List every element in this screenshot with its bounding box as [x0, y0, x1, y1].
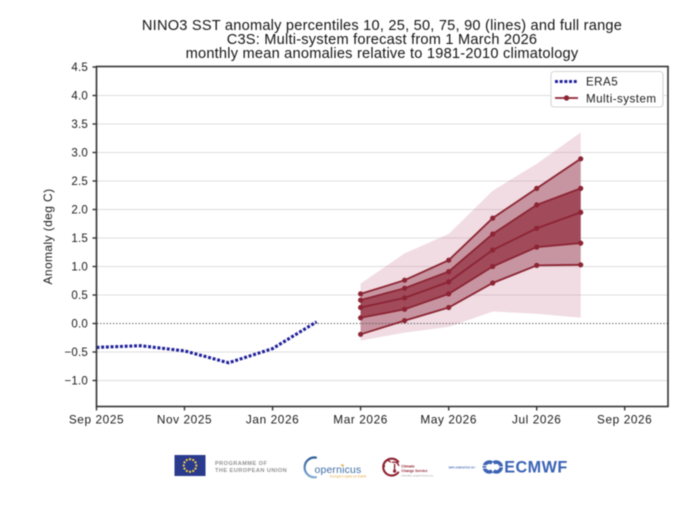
- svg-text:0.5: 0.5: [71, 290, 88, 302]
- svg-text:Jan 2026: Jan 2026: [246, 412, 299, 426]
- svg-text:Europe's eyes on Earth: Europe's eyes on Earth: [330, 474, 366, 478]
- svg-text:0.0: 0.0: [71, 319, 88, 331]
- svg-text:ERA5: ERA5: [586, 76, 618, 89]
- svg-text:climate.copernicus.eu: climate.copernicus.eu: [401, 473, 433, 477]
- svg-text:ECMWF: ECMWF: [504, 459, 568, 477]
- svg-text:Climate: Climate: [401, 464, 414, 468]
- svg-text:Sep 2026: Sep 2026: [597, 412, 652, 426]
- svg-text:4.5: 4.5: [71, 62, 88, 74]
- svg-text:Change Service: Change Service: [401, 469, 427, 473]
- svg-text:Mar 2026: Mar 2026: [333, 412, 388, 426]
- svg-text:PROGRAMME OF: PROGRAMME OF: [215, 461, 267, 467]
- svg-text:−1.0: −1.0: [64, 376, 88, 388]
- svg-text:Nov 2025: Nov 2025: [157, 412, 212, 426]
- svg-text:Sep 2025: Sep 2025: [69, 412, 124, 426]
- svg-text:May 2026: May 2026: [420, 412, 477, 426]
- svg-text:1.5: 1.5: [71, 233, 88, 245]
- svg-text:3.5: 3.5: [71, 119, 88, 131]
- svg-text:IMPLEMENTED BY: IMPLEMENTED BY: [449, 465, 476, 469]
- svg-text:4.0: 4.0: [71, 91, 88, 103]
- svg-text:2.5: 2.5: [71, 176, 88, 188]
- svg-text:Multi-system: Multi-system: [586, 93, 656, 106]
- svg-text:Jul 2026: Jul 2026: [512, 412, 561, 426]
- svg-text:NINO3 SST anomaly percentiles: NINO3 SST anomaly percentiles 10, 25, 50…: [142, 18, 622, 34]
- svg-text:−0.5: −0.5: [64, 347, 88, 359]
- svg-text:Anomaly (deg C): Anomaly (deg C): [41, 188, 55, 284]
- svg-text:opernicus: opernicus: [315, 465, 362, 476]
- svg-text:3.0: 3.0: [71, 148, 88, 160]
- svg-text:monthly mean anomalies relativ: monthly mean anomalies relative to 1981-…: [186, 46, 579, 62]
- svg-text:C3S: Multi-system forecast fro: C3S: Multi-system forecast from 1 March …: [227, 32, 538, 48]
- svg-text:2.0: 2.0: [71, 205, 88, 217]
- svg-text:1.0: 1.0: [71, 262, 88, 274]
- svg-text:THE EUROPEAN UNION: THE EUROPEAN UNION: [215, 468, 287, 474]
